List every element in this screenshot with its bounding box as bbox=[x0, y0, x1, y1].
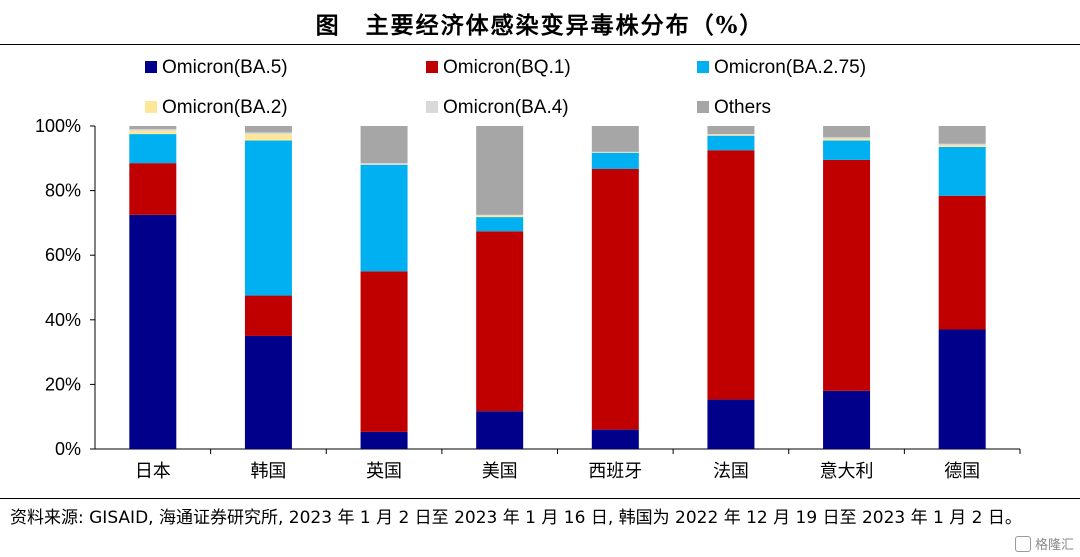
bar-segment bbox=[938, 146, 986, 196]
bar-segment bbox=[823, 390, 871, 449]
bar-segment bbox=[244, 295, 292, 336]
bar-segment bbox=[476, 217, 524, 232]
title-divider bbox=[0, 44, 1080, 45]
bar-segment bbox=[360, 271, 408, 432]
bar-segment bbox=[360, 431, 408, 449]
bar-segment bbox=[476, 214, 524, 216]
watermark-text: 格隆汇 bbox=[1034, 538, 1074, 553]
source-note: 资料来源: GISAID, 海通证券研究所, 2023 年 1 月 2 日至 2… bbox=[10, 508, 1022, 528]
bar-segment bbox=[476, 126, 524, 215]
bar-segment bbox=[129, 129, 177, 131]
bar-segment bbox=[244, 126, 292, 133]
bar-segment bbox=[129, 214, 177, 449]
x-tick-label: 英国 bbox=[366, 461, 402, 481]
legend-swatch bbox=[697, 101, 709, 113]
bar-segment bbox=[707, 134, 755, 135]
legend-swatch bbox=[426, 61, 438, 73]
bar-segment bbox=[129, 134, 177, 164]
legend-label: Omicron(BA.2) bbox=[162, 97, 288, 118]
bar-segment bbox=[244, 132, 292, 135]
y-tick-label: 60% bbox=[45, 245, 81, 265]
legend-label: Omicron(BQ.1) bbox=[443, 57, 571, 78]
watermark: 格隆汇 bbox=[1014, 534, 1074, 553]
bar-segment bbox=[129, 130, 177, 135]
bar-segment bbox=[591, 151, 639, 153]
bar-segment bbox=[591, 126, 639, 152]
y-tick-label: 100% bbox=[35, 116, 81, 136]
bar-segment bbox=[360, 163, 408, 165]
bar-segment bbox=[823, 137, 871, 139]
bar-segment bbox=[707, 134, 755, 136]
bar-segment bbox=[476, 231, 524, 412]
bar-segment bbox=[823, 159, 871, 391]
bar-segment bbox=[360, 126, 408, 164]
y-tick-label: 40% bbox=[45, 310, 81, 330]
legend-label: Omicron(BA.4) bbox=[443, 97, 569, 118]
bar-segment bbox=[823, 138, 871, 141]
bar-segment bbox=[591, 168, 639, 430]
bar-segment bbox=[707, 150, 755, 400]
bar-segment bbox=[129, 163, 177, 215]
bar-segment bbox=[823, 126, 871, 138]
chart-title: 图 主要经济体感染变异毒株分布（%） bbox=[315, 12, 765, 39]
legend-swatch bbox=[145, 61, 157, 73]
stacked-bar-chart: 0% 20% 40% 60% 80% 100% 日本 韩国 英国 美国 西班牙 法国 意大利 德国 Omic… bbox=[35, 57, 1021, 481]
x-tick-label: 日本 bbox=[135, 461, 171, 481]
legend-label: Omicron(BA.5) bbox=[162, 57, 288, 78]
bar-segment bbox=[707, 399, 755, 449]
bar-segment bbox=[938, 329, 986, 449]
watermark-logo-icon bbox=[1014, 536, 1031, 552]
legend-swatch bbox=[697, 61, 709, 73]
source-divider bbox=[0, 498, 1080, 499]
bar-segment bbox=[360, 164, 408, 272]
x-tick-label: 法国 bbox=[713, 461, 749, 481]
legend-swatch bbox=[145, 101, 157, 113]
y-tick-label: 0% bbox=[55, 439, 81, 459]
x-tick-label: 意大利 bbox=[820, 461, 874, 481]
x-tick-label: 西班牙 bbox=[588, 461, 642, 481]
bar-segment bbox=[823, 140, 871, 160]
legend-swatch bbox=[426, 101, 438, 113]
bar-segment bbox=[591, 429, 639, 449]
bar-segment bbox=[244, 335, 292, 449]
bar-segment bbox=[707, 126, 755, 135]
bar-segment bbox=[244, 140, 292, 296]
bar-segment bbox=[591, 152, 639, 169]
x-tick-label: 美国 bbox=[482, 461, 518, 481]
y-tick-label: 80% bbox=[45, 181, 81, 201]
bar-segment bbox=[476, 411, 524, 449]
x-tick-label: 德国 bbox=[944, 461, 980, 481]
legend-label: Others bbox=[714, 97, 771, 118]
legend-label: Omicron(BA.2.75) bbox=[714, 57, 866, 78]
bar-segment bbox=[707, 135, 755, 151]
bar-segment bbox=[938, 195, 986, 330]
bar-segment bbox=[129, 126, 177, 130]
bar-segment bbox=[476, 215, 524, 218]
bar-segment bbox=[938, 126, 986, 144]
bar-segment bbox=[938, 145, 986, 147]
y-tick-label: 20% bbox=[45, 374, 81, 394]
x-tick-label: 韩国 bbox=[250, 461, 286, 481]
bar-segment bbox=[938, 143, 986, 146]
title-bar: 图 主要经济体感染变异毒株分布（%） bbox=[0, 0, 1080, 46]
bar-segment bbox=[244, 134, 292, 141]
